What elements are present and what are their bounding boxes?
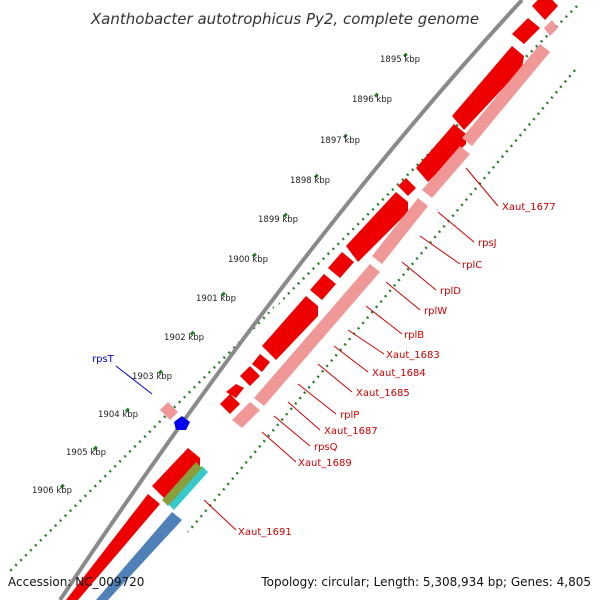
gene-arrow-xaut-1684[interactable] bbox=[310, 274, 336, 300]
gene-arrow-rpsj[interactable] bbox=[512, 18, 540, 44]
tick-label-1901: 1901 kbp bbox=[196, 294, 236, 304]
tick-label-1905: 1905 kbp bbox=[66, 448, 106, 458]
tick-label-1904: 1904 kbp bbox=[98, 410, 138, 420]
forward-cds-track bbox=[66, 0, 558, 600]
tick-label-1900: 1900 kbp bbox=[228, 255, 268, 265]
gene-light-rpst-partner[interactable] bbox=[160, 402, 178, 420]
major-tick-12 bbox=[59, 483, 65, 489]
olive-feature[interactable] bbox=[162, 462, 202, 506]
gene-label-xaut-1691[interactable]: Xaut_1691 bbox=[238, 527, 292, 538]
gene-label-rplb[interactable]: rplB bbox=[404, 330, 424, 341]
cds-shadow-track bbox=[232, 20, 558, 428]
gene-arrow-rplc[interactable] bbox=[452, 46, 524, 130]
map-title: Xanthobacter autotrophicus Py2, complete… bbox=[90, 10, 479, 28]
gene-label-xaut-1687[interactable]: Xaut_1687 bbox=[324, 426, 378, 437]
gene-arrow-xaut-1691[interactable] bbox=[152, 448, 200, 498]
accession-text: Accession: NC_009720 bbox=[8, 575, 144, 589]
gene-arrow-downstream[interactable] bbox=[66, 494, 160, 600]
gene-arrow-xaut-1677[interactable] bbox=[532, 0, 558, 20]
gene-arrow-xaut-1689[interactable] bbox=[220, 394, 240, 414]
major-tick-marks bbox=[59, 52, 408, 489]
tick-label-1896: 1896 kbp bbox=[352, 95, 392, 105]
gene-label-xaut-1684[interactable]: Xaut_1684 bbox=[372, 368, 426, 379]
tick-label-1897: 1897 kbp bbox=[320, 136, 360, 146]
shadow-segment bbox=[254, 264, 380, 406]
gene-label-rplw[interactable]: rplW bbox=[424, 306, 447, 317]
gene-arrow-rplw[interactable] bbox=[398, 178, 416, 196]
rrna-feature[interactable] bbox=[96, 512, 182, 600]
major-tick-7 bbox=[220, 291, 226, 297]
genome-summary-text: Topology: circular; Length: 5,308,934 bp… bbox=[260, 575, 591, 589]
gene-arrow-xaut-1685[interactable] bbox=[262, 296, 318, 360]
major-tick-9 bbox=[157, 369, 163, 375]
gene-label-xaut-1683[interactable]: Xaut_1683 bbox=[386, 350, 440, 361]
major-tick-3 bbox=[342, 133, 348, 139]
shadow-segment bbox=[462, 44, 550, 146]
shadow-segment bbox=[422, 146, 470, 198]
label-leader-rpst bbox=[115, 365, 153, 395]
gene-arrow-rplp[interactable] bbox=[252, 354, 270, 372]
gene-arrow-xaut-1687[interactable] bbox=[240, 366, 260, 386]
major-tick-6 bbox=[251, 252, 257, 258]
tick-label-1906: 1906 kbp bbox=[32, 486, 72, 496]
gene-label-rpst[interactable]: rpsT bbox=[92, 354, 115, 365]
gene-label-xaut-1685[interactable]: Xaut_1685 bbox=[356, 388, 410, 399]
gene-arrow-rpld[interactable] bbox=[416, 124, 466, 182]
major-tick-4 bbox=[313, 173, 319, 179]
gene-label-rpld[interactable]: rplD bbox=[440, 286, 461, 297]
major-tick-8 bbox=[189, 330, 195, 336]
gene-arrow-rpst[interactable] bbox=[174, 416, 190, 430]
shadow-segment bbox=[544, 20, 558, 36]
gene-label-rpsq[interactable]: rpsQ bbox=[314, 442, 338, 453]
gene-arrow-xaut-1683[interactable] bbox=[328, 252, 354, 278]
gene-label-rplc[interactable]: rplC bbox=[462, 260, 482, 271]
tick-label-1903: 1903 kbp bbox=[132, 372, 172, 382]
genome-backbone-inner bbox=[65, 3, 529, 600]
tick-labels: 1895 kbp 1896 kbp 1897 kbp 1898 kbp 1899… bbox=[32, 55, 420, 496]
gene-label-rplp[interactable]: rplP bbox=[340, 410, 359, 421]
tick-label-1899: 1899 kbp bbox=[258, 215, 298, 225]
major-tick-2 bbox=[373, 92, 379, 98]
tick-label-1902: 1902 kbp bbox=[164, 333, 204, 343]
shadow-segment bbox=[372, 198, 428, 264]
gene-label-xaut-1677[interactable]: Xaut_1677 bbox=[502, 202, 556, 213]
major-tick-1 bbox=[402, 52, 408, 58]
gene-label-rpsj[interactable]: rpsJ bbox=[478, 238, 497, 249]
genome-backbone bbox=[58, 0, 524, 600]
tick-label-1898: 1898 kbp bbox=[290, 176, 330, 186]
gene-labels: Xaut_1677 rpsJ rplC rplD rplW rplB Xaut_… bbox=[92, 202, 556, 538]
inner-tick-ring bbox=[187, 69, 576, 533]
trna-feature[interactable] bbox=[168, 466, 208, 510]
tick-label-1895: 1895 kbp bbox=[380, 55, 420, 65]
shadow-segment bbox=[232, 402, 260, 428]
major-tick-5 bbox=[282, 212, 288, 218]
major-tick-10 bbox=[124, 407, 130, 413]
gene-arrow-rplb[interactable] bbox=[346, 192, 408, 262]
major-tick-11 bbox=[92, 445, 98, 451]
gene-label-xaut-1689[interactable]: Xaut_1689 bbox=[298, 458, 352, 469]
label-leaders bbox=[203, 167, 499, 531]
